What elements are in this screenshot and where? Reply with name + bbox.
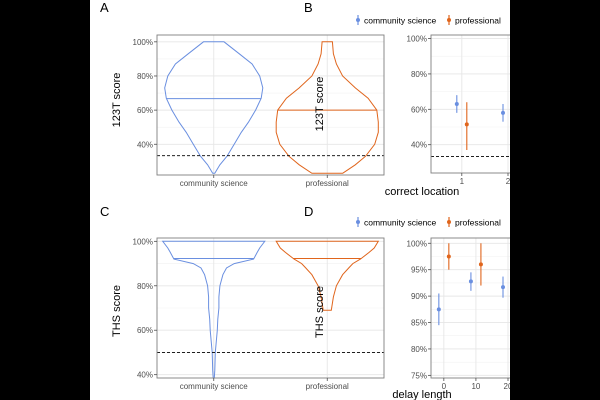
x-tick-labels: 123 (460, 173, 510, 186)
legend-label: professional (455, 218, 501, 228)
y-tick-label: 80% (137, 282, 153, 291)
violins (161, 240, 380, 379)
y-tick-label: 75% (411, 371, 427, 380)
legend-label: community science (364, 16, 437, 26)
x-tick-label: 20 (504, 382, 510, 391)
point-estimate (501, 110, 505, 115)
x-axis-title: correct location (385, 186, 460, 198)
legend-key-point (447, 220, 451, 224)
legend-key-point (447, 18, 451, 22)
point-estimate (436, 307, 441, 312)
panel-b: B 123T score correct location 40% 60% 80% 1… (304, 0, 510, 198)
x-tick-label: 10 (471, 382, 480, 391)
legend-item: professional (447, 217, 501, 228)
y-tick-label: 80% (411, 70, 427, 79)
y-gridlines (431, 242, 510, 376)
legend-label: community science (364, 218, 437, 228)
y-tick-label: 80% (411, 345, 427, 354)
x-tick-label: professional (306, 179, 349, 188)
y-tick-label: 40% (137, 371, 153, 380)
y-tick-label: 60% (137, 326, 153, 335)
legend-bottom: community science professional (356, 217, 501, 228)
panel-border (156, 237, 385, 379)
y-tick-labels: 40% 60% 80% 100% (407, 35, 431, 150)
panel-border (156, 34, 385, 176)
x-tick-label: 0 (442, 382, 447, 391)
violins (164, 41, 379, 174)
x-tick-labels: community science professional (180, 378, 349, 391)
point-estimate (454, 102, 459, 106)
y-tick-label: 100% (407, 35, 427, 44)
x-tick-label: professional (306, 382, 349, 391)
y-tick-labels: 40% 60% 80% 100% (133, 237, 157, 380)
x-tick-label: 2 (506, 177, 510, 186)
y-tick-label: 85% (411, 319, 427, 328)
legend-item: community science (356, 15, 437, 26)
violin-community-science (161, 240, 266, 379)
panel-a: A 123T score 40% 60% 80% 100% community sci… (100, 0, 385, 188)
panel-border (430, 34, 510, 174)
legend-key-point (356, 18, 360, 22)
y-tick-label: 40% (137, 140, 153, 149)
y-tick-label: 60% (411, 105, 427, 114)
x-gridlines (213, 238, 328, 378)
y-tick-labels: 40% 60% 80% 100% (133, 38, 157, 149)
legend-item: professional (447, 15, 501, 26)
y-tick-labels: 75% 80% 85% 90% 95% 100% (407, 239, 431, 380)
x-tick-labels: 0102040 (442, 378, 510, 391)
y-tick-label: 90% (411, 292, 427, 301)
point-estimate (501, 285, 505, 290)
y-tick-label: 80% (137, 72, 153, 81)
point-estimate (464, 122, 469, 127)
point-ranges (436, 243, 505, 326)
y-tick-label: 40% (411, 141, 427, 150)
panel-border (430, 237, 510, 379)
panel-label: A (100, 0, 109, 15)
y-tick-label: 100% (133, 38, 153, 47)
figure-canvas: A 123T score 40% 60% 80% 100% community sci… (90, 0, 510, 400)
point-estimate (468, 279, 473, 284)
panel-label: C (100, 204, 109, 219)
x-tick-labels: community science professional (180, 175, 349, 188)
panel-label: B (304, 0, 313, 15)
y-tick-label: 100% (407, 239, 427, 248)
legend-item: community science (356, 217, 437, 228)
y-axis-title: 123T score (314, 77, 326, 132)
legend-label: professional (455, 16, 501, 26)
x-gridlines (443, 238, 509, 378)
x-tick-label: 1 (460, 177, 465, 186)
point-estimate (478, 262, 483, 267)
y-gridlines (157, 240, 384, 376)
panel-c: C THS score 40% 60% 80% 100% community scie… (100, 204, 385, 391)
y-gridlines (157, 41, 384, 145)
violin-professional (275, 240, 380, 311)
x-gridlines (213, 35, 328, 175)
legend-key-point (356, 220, 360, 224)
violin-community-science (164, 41, 264, 174)
y-gridlines (431, 38, 510, 146)
y-axis-title: THS score (314, 286, 326, 338)
panel-label: D (304, 204, 313, 219)
panel-d: D THS score delay length 75% 80% 85% 90% 95%… (304, 204, 510, 400)
y-axis-title: THS score (111, 285, 123, 337)
x-tick-label: community science (180, 179, 249, 188)
x-tick-label: community science (180, 382, 249, 391)
x-gridlines (461, 35, 509, 173)
x-axis-title: delay length (392, 389, 451, 400)
y-tick-label: 100% (133, 237, 153, 246)
y-tick-label: 60% (137, 106, 153, 115)
point-ranges (454, 95, 505, 150)
violin-professional (275, 41, 379, 174)
point-estimate (446, 254, 451, 259)
figure-svg: A 123T score 40% 60% 80% 100% community sci… (100, 0, 510, 400)
y-tick-label: 95% (411, 266, 427, 275)
legend-top: community science professional (356, 15, 501, 26)
y-axis-title: 123T score (111, 73, 123, 128)
